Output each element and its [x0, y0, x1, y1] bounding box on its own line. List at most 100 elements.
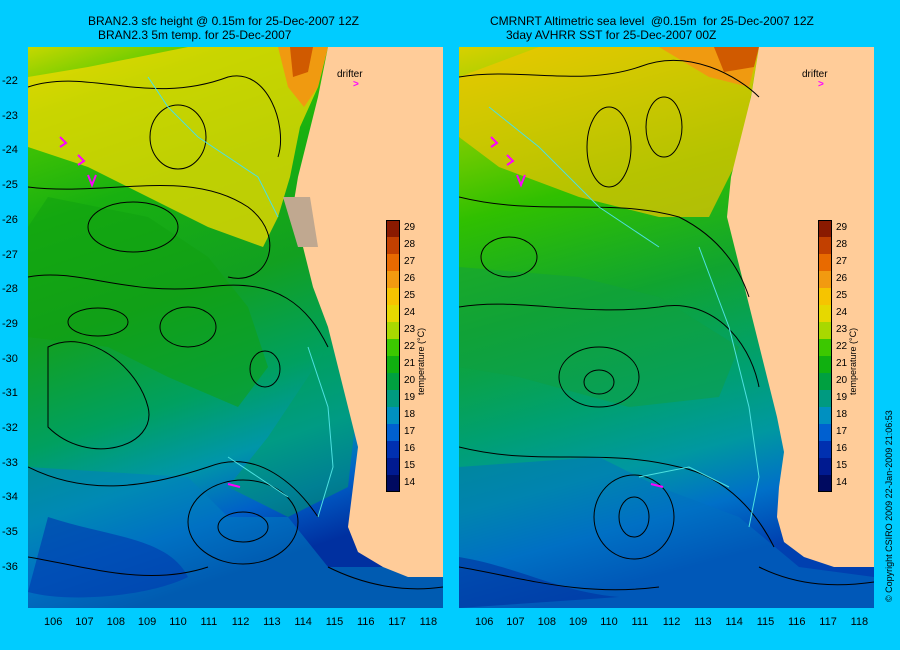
right-longitude-label: 114 — [725, 616, 743, 628]
right-longitude-label: 112 — [662, 616, 681, 628]
colorbar-swatch — [386, 407, 400, 424]
colorbar-tick-label: 28 — [404, 239, 416, 250]
colorbar-swatch — [818, 458, 832, 475]
colorbar-swatch — [818, 407, 832, 424]
colorbar-swatch — [818, 475, 832, 492]
left-title-line2: BRAN2.3 5m temp. for 25-Dec-2007 — [98, 28, 292, 42]
colorbar-tick-label: 28 — [836, 239, 848, 250]
latitude-label: -26 — [2, 213, 18, 226]
colorbar-swatch — [386, 390, 400, 407]
colorbar-swatch — [818, 322, 832, 339]
colorbar-tick-label: 23 — [404, 324, 416, 335]
colorbar-swatch — [818, 254, 832, 271]
colorbar-tick-label: 19 — [836, 392, 848, 403]
colorbar-tick-label: 16 — [836, 443, 848, 454]
colorbar-tick-label: 14 — [836, 477, 848, 488]
latitude-label: -22 — [2, 75, 18, 87]
latitude-label: -34 — [2, 491, 18, 504]
colorbar-swatch — [386, 475, 400, 492]
latitude-label: -35 — [2, 526, 18, 539]
colorbar-swatch — [818, 220, 832, 237]
left-longitude-label: 109 — [137, 616, 157, 628]
colorbar-tick-label: 20 — [404, 375, 416, 386]
colorbar-tick-label: 22 — [836, 341, 848, 352]
right-longitude-label: 106 — [475, 616, 494, 628]
colorbar-tick-label: 19 — [404, 392, 416, 403]
colorbar-border — [386, 220, 400, 492]
colorbar-tick-label: 18 — [404, 409, 416, 420]
left-longitude-label: 117 — [388, 616, 406, 628]
left-drifter-label: drifter — [337, 69, 363, 80]
right-longitude-label: 115 — [756, 616, 775, 628]
left-longitude-label: 116 — [357, 616, 375, 628]
colorbar-tick-label: 17 — [404, 426, 416, 437]
left-longitude-label: 108 — [106, 616, 125, 628]
colorbar-swatch — [386, 458, 400, 475]
colorbar-tick-label: 21 — [836, 358, 848, 369]
right-drifter-arrow: > — [818, 79, 824, 90]
colorbar-swatch — [386, 356, 400, 373]
latitude-label: -28 — [2, 283, 18, 296]
right-longitude-label: 107 — [506, 616, 525, 628]
left-drifter-arrow: > — [353, 79, 359, 90]
colorbar-tick-label: 14 — [404, 477, 416, 488]
latitude-label: -31 — [2, 387, 18, 400]
colorbar-swatch — [386, 373, 400, 390]
latitude-label: -27 — [2, 248, 18, 261]
colorbar-tick-label: 18 — [836, 409, 848, 420]
right-title-line1: CMRNRT Altimetric sea level @0.15m for 2… — [490, 14, 814, 28]
colorbar-swatch — [386, 254, 400, 271]
colorbar-swatch — [818, 424, 832, 441]
colorbar-tick-label: 29 — [404, 222, 416, 233]
right-longitude-label: 117 — [819, 616, 837, 628]
colorbar-tick-label: 25 — [836, 290, 848, 301]
colorbar-swatch — [818, 237, 832, 254]
copyright-text: © Copyright CSIRO 2009 22-Jan-2009 21:06… — [884, 410, 894, 602]
colorbar-title: temperature (°C) — [416, 327, 426, 395]
colorbar-tick-label: 20 — [836, 375, 848, 386]
colorbar-swatch — [818, 356, 832, 373]
right-longitude-label: 116 — [788, 616, 806, 628]
right-longitude-label: 108 — [537, 616, 556, 628]
colorbar-swatch — [818, 288, 832, 305]
colorbar-swatch — [818, 441, 832, 458]
left-title-line1: BRAN2.3 sfc height @ 0.15m for 25-Dec-20… — [88, 14, 359, 28]
left-map-panel — [28, 47, 443, 608]
latitude-label: -25 — [2, 179, 18, 192]
right-longitude-label: 113 — [694, 616, 712, 628]
right-map-panel — [459, 47, 874, 608]
right-longitude-label: 118 — [850, 616, 869, 628]
colorbar-tick-label: 16 — [404, 443, 416, 454]
left-longitude-label: 110 — [169, 616, 187, 628]
latitude-label: -33 — [2, 456, 18, 469]
colorbar-swatch — [818, 373, 832, 390]
left-longitude-label: 114 — [294, 616, 312, 628]
colorbar-tick-label: 27 — [404, 256, 416, 267]
right-title-line2: 3day AVHRR SST for 25-Dec-2007 00Z — [506, 28, 717, 42]
colorbar-swatch — [818, 339, 832, 356]
right-drifter-label: drifter — [802, 69, 828, 80]
colorbar-border — [818, 220, 832, 492]
colorbar-tick-label: 26 — [836, 273, 848, 284]
colorbar-tick-label: 15 — [404, 460, 416, 471]
colorbar-tick-label: 23 — [836, 324, 848, 335]
colorbar-title: temperature (°C) — [848, 327, 858, 395]
colorbar-tick-label: 17 — [836, 426, 848, 437]
colorbar-swatch — [386, 322, 400, 339]
colorbar-tick-label: 25 — [404, 290, 416, 301]
colorbar-swatch — [386, 271, 400, 288]
left-longitude-label: 107 — [75, 616, 94, 628]
colorbar-swatch — [386, 288, 400, 305]
right-longitude-label: 111 — [631, 616, 649, 628]
left-longitude-label: 112 — [231, 616, 250, 628]
latitude-label: -30 — [2, 352, 18, 365]
colorbar-swatch — [386, 339, 400, 356]
colorbar-tick-label: 21 — [404, 358, 416, 369]
colorbar-tick-label: 15 — [836, 460, 848, 471]
latitude-label: -32 — [2, 422, 18, 434]
colorbar-tick-label: 26 — [404, 273, 416, 284]
colorbar-swatch — [386, 441, 400, 458]
left-longitude-label: 115 — [325, 616, 344, 628]
colorbar-tick-label: 29 — [836, 222, 848, 233]
colorbar-tick-label: 22 — [404, 341, 416, 352]
